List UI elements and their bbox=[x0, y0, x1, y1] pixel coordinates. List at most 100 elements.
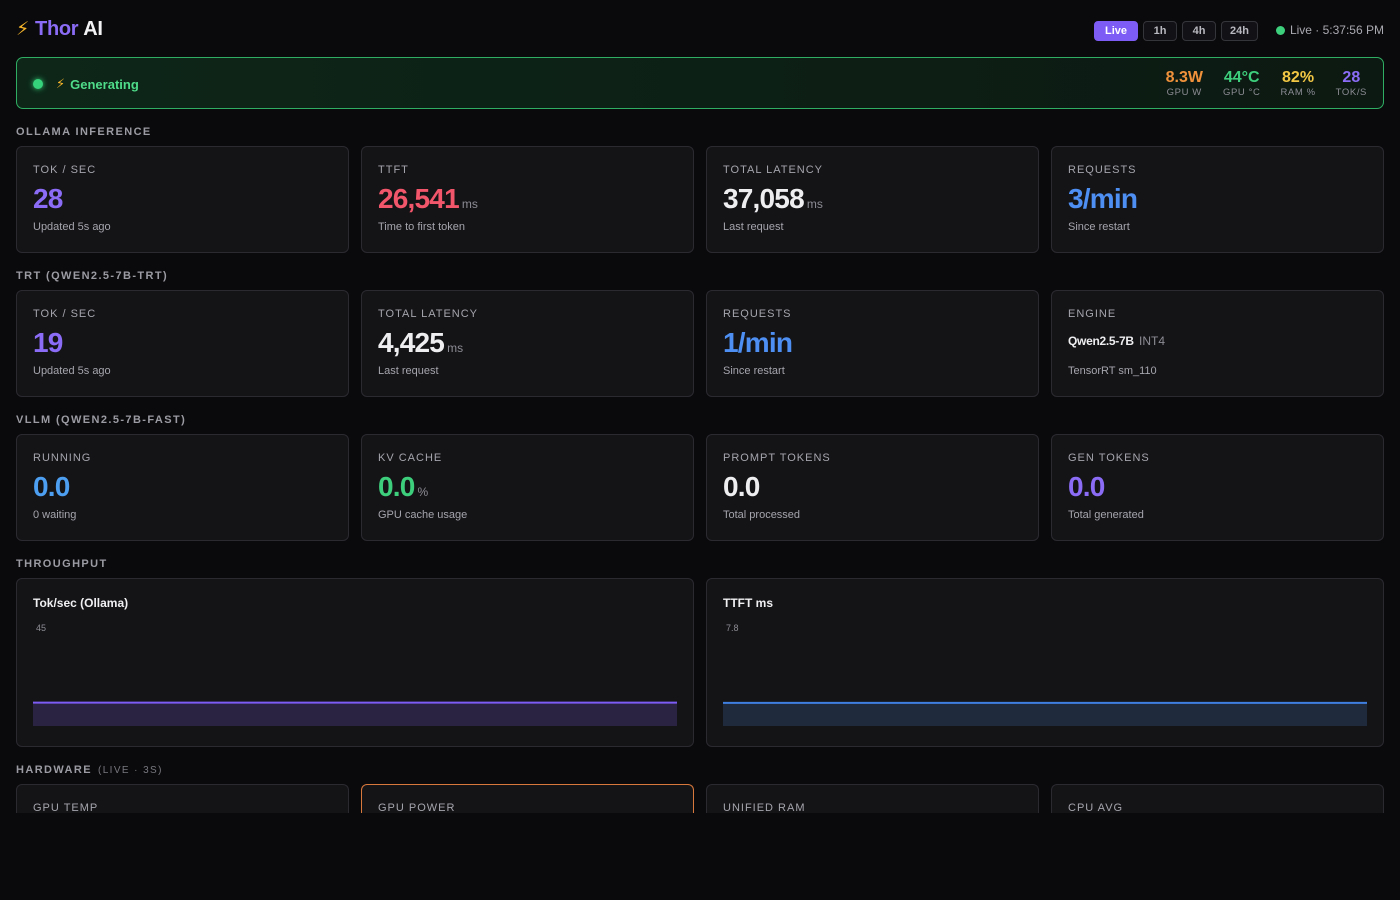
hardware-label: UNIFIED RAM bbox=[723, 802, 806, 814]
bolt-icon: ⚡ bbox=[56, 76, 66, 91]
metric-card-ollama-requests: REQUESTS 3/min Since restart bbox=[1051, 146, 1384, 253]
metric-label: TOK / SEC bbox=[33, 308, 97, 320]
section-title-subtext: (LIVE · 3S) bbox=[97, 765, 163, 776]
metric-label: REQUESTS bbox=[1068, 164, 1137, 176]
metric-unit: ms bbox=[461, 197, 478, 211]
chart-title: TTFT ms bbox=[723, 596, 773, 610]
chart-y-max-label: 7.8 bbox=[726, 623, 739, 633]
metric-subtext: Time to first token bbox=[378, 221, 466, 233]
metric-value: 19 bbox=[33, 327, 63, 358]
banner-stat-gpu-temp: 44°C GPU °C bbox=[1223, 68, 1261, 98]
section-title-ollama: OLLAMA INFERENCE bbox=[16, 126, 152, 138]
hardware-card-gpu-power: GPU POWER bbox=[361, 784, 694, 814]
metric-label: RUNNING bbox=[33, 452, 92, 464]
section-title-trt: TRT (QWEN2.5-7B-TRT) bbox=[16, 270, 169, 282]
generation-status-banner: ⚡ Generating 8.3W GPU W 44°C GPU °C 82% … bbox=[16, 57, 1384, 109]
metric-subtext: Last request bbox=[723, 221, 784, 233]
live-status-text: Live · 5:37:56 PM bbox=[1289, 23, 1384, 37]
range-1h-button[interactable]: 1h bbox=[1143, 21, 1178, 41]
hardware-card-cpu-avg: CPU AVG bbox=[1051, 784, 1384, 814]
metric-label: PROMPT TOKENS bbox=[723, 452, 831, 464]
metric-unit: ms bbox=[447, 341, 464, 355]
metric-card-trt-total-latency: TOTAL LATENCY 4,425 ms Last request bbox=[361, 290, 694, 397]
banner-stat-value: 28 bbox=[1342, 69, 1361, 86]
metric-subtext: Updated 5s ago bbox=[33, 365, 111, 377]
chart-plot-ttft bbox=[723, 701, 1367, 726]
section-title-hardware: HARDWARE (LIVE · 3S) bbox=[16, 764, 163, 776]
metric-card-vllm-prompt-tokens: PROMPT TOKENS 0.0 Total processed bbox=[706, 434, 1039, 541]
metric-subtext: Updated 5s ago bbox=[33, 221, 111, 233]
banner-stat-tok-s: 28 TOK/S bbox=[1336, 68, 1367, 98]
range-live-button[interactable]: Live bbox=[1094, 21, 1139, 41]
banner-stat-label: GPU °C bbox=[1222, 87, 1261, 98]
status-dot-icon bbox=[33, 79, 43, 89]
metric-label: TOTAL LATENCY bbox=[378, 308, 479, 320]
banner-stat-ram: 82% RAM % bbox=[1280, 68, 1315, 98]
banner-stats: 8.3W GPU W 44°C GPU °C 82% RAM % 28 TOK/… bbox=[1146, 68, 1367, 98]
time-range-selector: Live 1h 4h 24h bbox=[1094, 21, 1258, 41]
hardware-card-unified-ram: UNIFIED RAM bbox=[706, 784, 1039, 814]
metric-card-ollama-total-latency: TOTAL LATENCY 37,058 ms Last request bbox=[706, 146, 1039, 253]
metric-value: 3/min bbox=[1068, 183, 1138, 214]
chart-card-tok-sec: Tok/sec (Ollama) 45 bbox=[16, 578, 694, 747]
metric-label: GEN TOKENS bbox=[1068, 452, 1150, 464]
metric-card-trt-tok-sec: TOK / SEC 19 Updated 5s ago bbox=[16, 290, 349, 397]
metric-value: 0.0 bbox=[378, 471, 415, 502]
section-title-text: HARDWARE bbox=[16, 764, 92, 776]
hardware-label: GPU TEMP bbox=[33, 802, 99, 814]
metric-unit: % bbox=[417, 485, 429, 499]
metric-subtext: GPU cache usage bbox=[378, 509, 468, 521]
hardware-label: GPU POWER bbox=[378, 802, 456, 814]
section-title-vllm: VLLM (QWEN2.5-7B-FAST) bbox=[16, 414, 187, 426]
metric-card-ollama-tok-sec: TOK / SEC 28 Updated 5s ago bbox=[16, 146, 349, 253]
banner-stat-value: 8.3W bbox=[1165, 69, 1203, 86]
generation-status-label: Generating bbox=[70, 76, 139, 92]
brand-logo: ⚡ Thor AI bbox=[16, 18, 103, 41]
section-title-throughput: THROUGHPUT bbox=[16, 558, 108, 570]
metric-subtext: Total generated bbox=[1068, 509, 1144, 521]
metric-label: ENGINE bbox=[1068, 308, 1117, 320]
metric-card-trt-requests: REQUESTS 1/min Since restart bbox=[706, 290, 1039, 397]
banner-stat-label: TOK/S bbox=[1335, 87, 1367, 98]
metric-value: 0.0 bbox=[723, 471, 760, 502]
chart-y-max-label: 45 bbox=[36, 623, 47, 633]
metric-value: 1/min bbox=[723, 327, 793, 358]
metric-subtext: Total processed bbox=[723, 509, 801, 521]
metric-value: 0.0 bbox=[1068, 471, 1105, 502]
metric-value: 26,541 bbox=[378, 183, 460, 214]
metric-value: 28 bbox=[33, 183, 63, 214]
metric-subtext: Since restart bbox=[1068, 221, 1130, 233]
hardware-card-gpu-temp: GPU TEMP bbox=[16, 784, 349, 814]
chart-area-fill bbox=[33, 702, 677, 726]
metric-label: REQUESTS bbox=[723, 308, 792, 320]
metric-label: TTFT bbox=[378, 164, 409, 176]
metric-value: 0.0 bbox=[33, 471, 70, 502]
live-dot-icon bbox=[1275, 25, 1285, 35]
top-bar: ⚡ Thor AI Live 1h 4h 24h Live · 5:37:56 … bbox=[16, 18, 1384, 44]
brand-suffix: AI bbox=[83, 18, 103, 40]
banner-stat-value: 82% bbox=[1282, 69, 1315, 86]
chart-card-ttft: TTFT ms 7.8 bbox=[706, 578, 1384, 747]
metric-value: 37,058 bbox=[723, 183, 805, 214]
metric-subtext: 0 waiting bbox=[33, 509, 77, 521]
metric-card-vllm-running: RUNNING 0.0 0 waiting bbox=[16, 434, 349, 541]
metric-value: 4,425 bbox=[378, 327, 445, 358]
live-status: Live · 5:37:56 PM bbox=[1275, 23, 1384, 37]
banner-stat-gpu-power: 8.3W GPU W bbox=[1166, 68, 1203, 98]
chart-title: Tok/sec (Ollama) bbox=[33, 596, 129, 610]
engine-quantization: INT4 bbox=[1139, 334, 1166, 348]
metric-label: TOK / SEC bbox=[33, 164, 97, 176]
metric-label: TOTAL LATENCY bbox=[723, 164, 824, 176]
banner-stat-label: GPU W bbox=[1166, 87, 1202, 98]
metric-subtext: Since restart bbox=[723, 365, 785, 377]
banner-stat-label: RAM % bbox=[1280, 87, 1316, 98]
metric-card-vllm-kv-cache: KV CACHE 0.0% GPU cache usage bbox=[361, 434, 694, 541]
chart-plot-tok-sec bbox=[33, 701, 677, 726]
hardware-label: CPU AVG bbox=[1068, 802, 1124, 814]
brand-name: Thor bbox=[35, 18, 79, 40]
banner-stat-value: 44°C bbox=[1223, 69, 1260, 86]
metric-unit: ms bbox=[806, 197, 823, 211]
range-24h-button[interactable]: 24h bbox=[1221, 21, 1258, 41]
metric-subtext: TensorRT sm_110 bbox=[1068, 365, 1157, 377]
range-4h-button[interactable]: 4h bbox=[1182, 21, 1217, 41]
